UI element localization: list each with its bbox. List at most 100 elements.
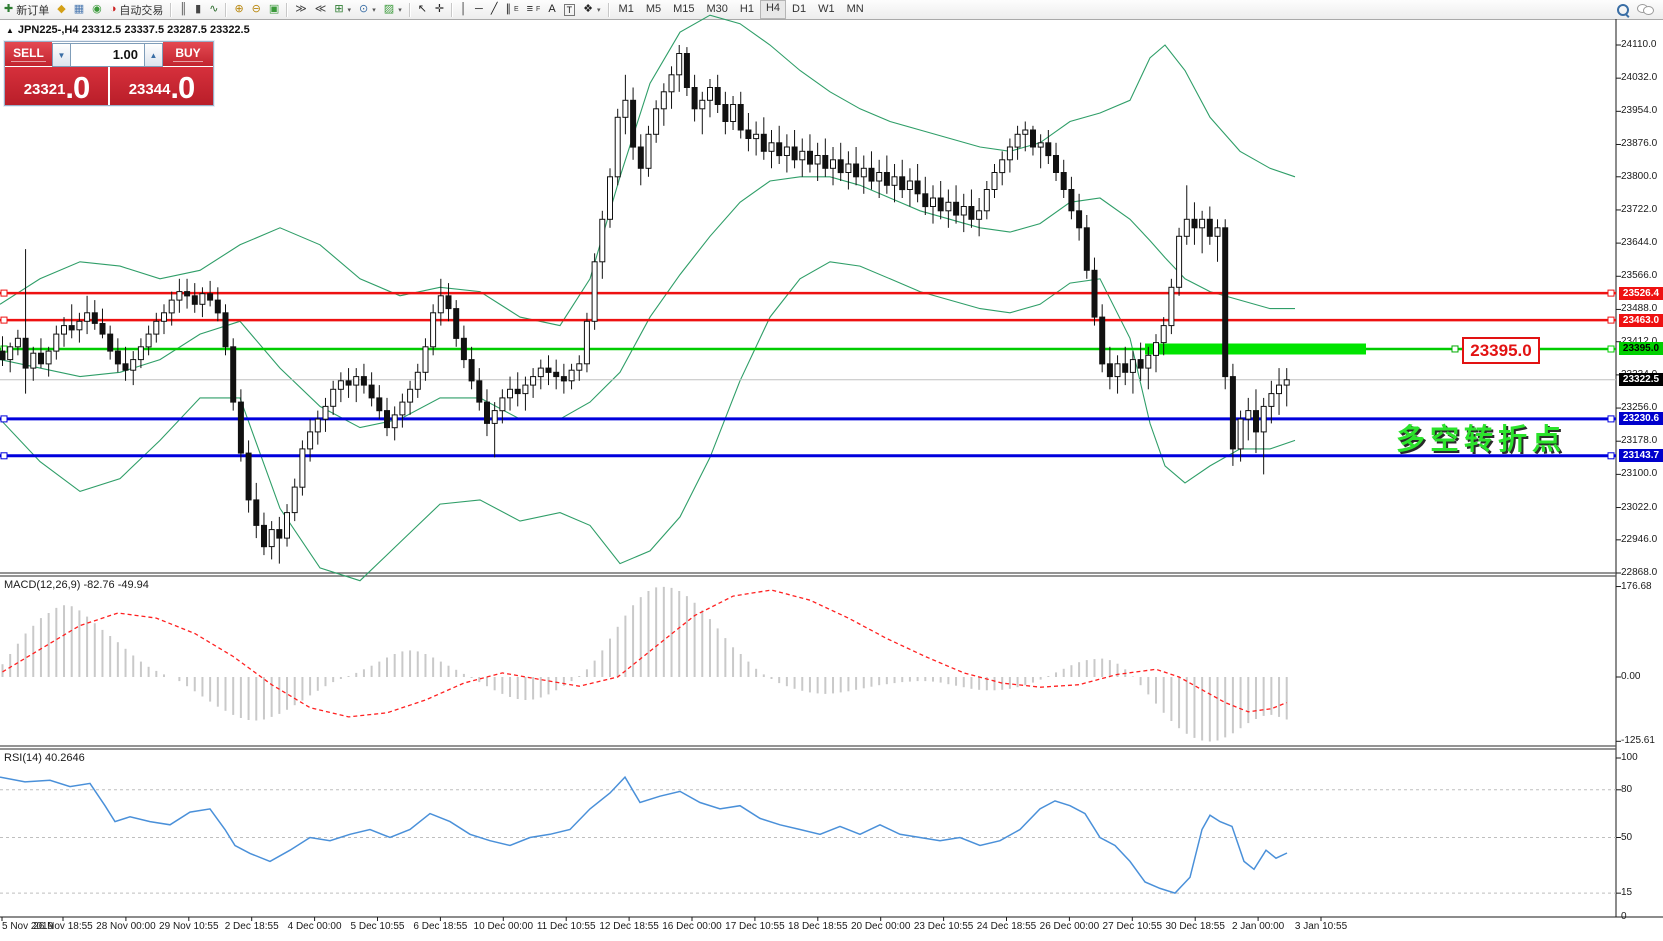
bar-chart-mode-button[interactable]: ║: [175, 1, 191, 18]
line-handle[interactable]: [1607, 316, 1615, 324]
cursor-button[interactable]: ↖: [414, 1, 431, 18]
market-watch-button[interactable]: ◆: [53, 1, 69, 18]
templates-dropdown-icon[interactable]: ▾: [398, 6, 402, 14]
market-watch-icon: ◆: [57, 3, 66, 15]
text-label-button[interactable]: T: [560, 1, 580, 18]
arrows-dropdown-icon[interactable]: ▾: [597, 6, 601, 14]
macd-indicator-label: MACD(12,26,9) -82.76 -49.94: [4, 579, 149, 591]
volume-decrease-button[interactable]: ▼: [52, 43, 71, 67]
price-tick-label: 23566.0: [1621, 270, 1658, 282]
chat-icon[interactable]: [1637, 4, 1654, 15]
line-handle[interactable]: [1607, 415, 1615, 423]
horizontal-levels[interactable]: [0, 289, 1616, 460]
price-tick-label: 24032.0: [1621, 72, 1658, 84]
price-tick-label: 23100.0: [1621, 468, 1658, 480]
zoom-in-button[interactable]: ⊕: [230, 1, 247, 18]
price-tick-label: 22946.0: [1621, 533, 1658, 545]
green-highlight-bar[interactable]: [1145, 343, 1366, 355]
cursor-icon: ↖: [417, 3, 427, 15]
chart-shift-button[interactable]: ≪: [311, 1, 331, 18]
zoom-out-button[interactable]: ⊖: [248, 1, 265, 18]
macd-tick-label: -125.61: [1621, 735, 1655, 747]
line-handle[interactable]: [1607, 289, 1615, 297]
time-tick-label: 12 Dec 18:55: [599, 921, 659, 932]
timeframe-m15-button[interactable]: M15: [673, 3, 695, 15]
sell-button[interactable]: SELL: [5, 42, 52, 66]
timeframe-m5-button[interactable]: M5: [645, 3, 662, 15]
fibonacci-button[interactable]: ≡ F: [523, 1, 545, 18]
fibonacci-letter: F: [536, 6, 541, 13]
trendline-button[interactable]: ╱: [487, 1, 502, 18]
chart-window-button[interactable]: ▦: [70, 1, 88, 18]
price-badge-pivot-green: 23395.0: [1619, 342, 1663, 356]
toolbar: ✚ 新订单 ◆ ▦ ◉ ◑ 自动交易 ║ ▮ ∿ ⊕ ⊖ ▣ ≫ ≪ ⊞ ▾ ⊙ ▾ ▨ ▾ ↖ ✛ │ ─ ╱ ∥ E ≡ F A T ❖ ▾ M…: [0, 0, 1663, 20]
price-tick-label: 22868.0: [1621, 567, 1658, 578]
vertical-line-button[interactable]: │: [456, 1, 471, 18]
candlestick-mode-button[interactable]: ▮: [191, 1, 205, 18]
pivot-annotation-text[interactable]: 多空转折点: [1396, 424, 1567, 456]
price-tick-label: 23256.0: [1621, 402, 1658, 414]
rsi-tick-label: 100: [1621, 752, 1638, 763]
time-tick-label: 3 Jan 10:55: [1294, 921, 1348, 932]
equidistant-channel-button[interactable]: ∥ E: [501, 1, 522, 18]
equidistant-channel-icon: ∥: [505, 3, 511, 15]
crosshair-button[interactable]: ✛: [431, 1, 448, 18]
line-handle[interactable]: [1607, 345, 1615, 353]
line-chart-mode-button[interactable]: ∿: [205, 1, 222, 18]
periods-button[interactable]: ⊙ ▾: [355, 1, 380, 18]
price-tick-label: 23722.0: [1621, 203, 1658, 215]
timeframe-h4-button[interactable]: H4: [759, 0, 787, 19]
tile-windows-button[interactable]: ▣: [265, 1, 283, 18]
vertical-line-icon: │: [460, 3, 468, 15]
time-tick-label: 17 Dec 10:55: [725, 921, 785, 932]
time-tick-label: 18 Dec 18:55: [788, 921, 848, 932]
timeframe-d1-button[interactable]: D1: [792, 3, 807, 15]
timeframe-h1-button[interactable]: H1: [739, 3, 754, 15]
search-icon[interactable]: [1617, 3, 1630, 18]
buy-button[interactable]: BUY: [163, 42, 213, 66]
pivot-price-label[interactable]: 23395.0: [1462, 337, 1540, 364]
toolbar-separator: [170, 2, 173, 17]
timeframe-m30-button[interactable]: M30: [706, 3, 728, 15]
line-handle[interactable]: [0, 452, 8, 460]
new-order-button[interactable]: ✚ 新订单: [0, 1, 53, 18]
timeframe-w1-button[interactable]: W1: [818, 3, 835, 15]
equidistant-channel-letter: E: [513, 6, 519, 13]
line-handle[interactable]: [0, 415, 8, 423]
line-handle[interactable]: [0, 289, 8, 297]
time-tick-label: 16 Dec 00:00: [662, 921, 722, 932]
text-button[interactable]: A: [544, 1, 559, 18]
auto-trading-label: 自动交易: [119, 4, 164, 17]
indicators-button[interactable]: ⊞ ▾: [330, 1, 355, 18]
candles[interactable]: [0, 45, 1290, 564]
arrows-button[interactable]: ❖ ▾: [579, 1, 604, 18]
auto-scroll-button[interactable]: ≫: [291, 1, 311, 18]
timeframe-mn-button[interactable]: MN: [846, 3, 864, 15]
line-handle[interactable]: [1607, 452, 1615, 460]
timeframe-m1-button[interactable]: M1: [618, 3, 634, 15]
horizontal-line-button[interactable]: ─: [471, 1, 487, 18]
templates-button[interactable]: ▨ ▾: [380, 1, 406, 18]
time-tick-label: 6 Dec 18:55: [413, 921, 468, 932]
time-tick-label: 10 Dec 00:00: [473, 921, 534, 932]
line-handle[interactable]: [1451, 345, 1459, 353]
volume-input[interactable]: 1.00: [71, 43, 144, 67]
sell-price[interactable]: 23321.0: [5, 67, 108, 105]
volume-increase-button[interactable]: ▲: [144, 43, 163, 67]
macd-signal-line[interactable]: [2, 589, 1287, 718]
indicators-dropdown-icon[interactable]: ▾: [347, 6, 352, 14]
auto-trading-button[interactable]: ◑ 自动交易: [106, 1, 168, 18]
signals-button[interactable]: ◉: [88, 1, 106, 18]
bollinger-bands[interactable]: [0, 14, 1296, 582]
periods-dropdown-icon[interactable]: ▾: [372, 6, 376, 14]
periods-icon: ⊙: [359, 3, 369, 15]
line-chart-mode-icon: ∿: [209, 3, 219, 15]
time-tick-label: 4 Dec 00:00: [287, 921, 342, 932]
chart-window-icon: ▦: [73, 3, 85, 15]
buy-price[interactable]: 23344.0: [110, 67, 213, 105]
line-handle[interactable]: [0, 316, 8, 324]
rsi-line[interactable]: [0, 775, 1288, 894]
text-icon: A: [548, 3, 556, 15]
indicators-icon: ⊞: [334, 3, 344, 15]
macd-histogram[interactable]: [1, 586, 1288, 742]
